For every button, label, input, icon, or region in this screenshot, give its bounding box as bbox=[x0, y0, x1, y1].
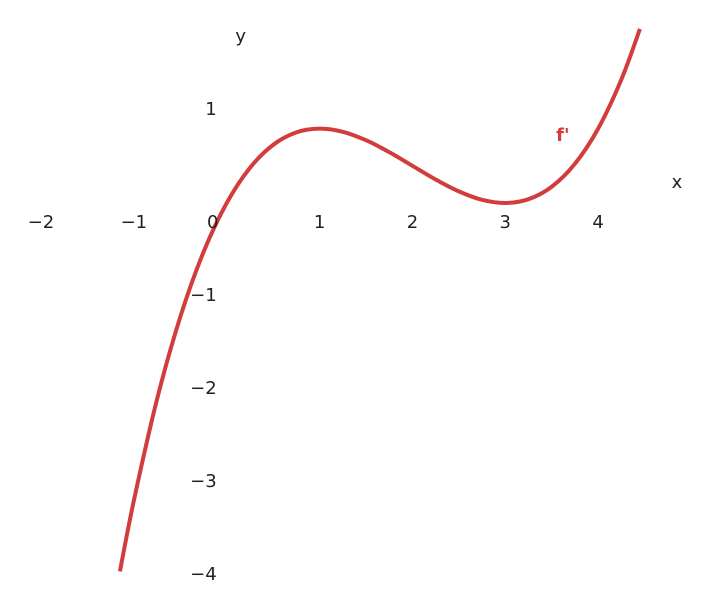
y-tick-label: −1 bbox=[190, 285, 217, 306]
x-tick-label: 1 bbox=[314, 212, 325, 233]
x-tick-label: 3 bbox=[500, 212, 511, 233]
x-tick-label: 2 bbox=[407, 212, 418, 233]
y-tick-label: −2 bbox=[190, 378, 217, 399]
y-tick-label: −4 bbox=[190, 564, 217, 585]
y-tick-label: −3 bbox=[190, 471, 217, 492]
curves bbox=[117, 28, 642, 572]
y-axis-label: y bbox=[235, 26, 246, 47]
x-tick-label: −1 bbox=[121, 212, 148, 233]
x-axis-label: x bbox=[672, 172, 683, 193]
curve bbox=[117, 28, 642, 572]
x-tick-label: −2 bbox=[28, 212, 55, 233]
x-tick-label: 0 bbox=[207, 212, 218, 233]
series-label: f' bbox=[556, 125, 569, 146]
labels: −2 −1 0 1 2 3 4 −4 −3 −2 −1 1 x y f' bbox=[28, 26, 683, 585]
y-tick-label: 1 bbox=[205, 99, 216, 120]
x-tick-label: 4 bbox=[592, 212, 603, 233]
